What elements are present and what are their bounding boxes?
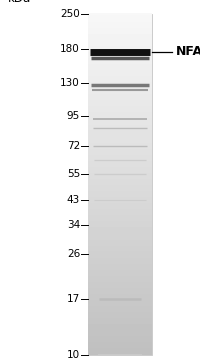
Text: NFAT5: NFAT5 [176,45,200,58]
Text: 17: 17 [67,294,80,304]
Text: 250: 250 [60,9,80,19]
Text: 95: 95 [67,111,80,121]
Text: 34: 34 [67,220,80,230]
Text: 72: 72 [67,141,80,151]
Bar [88,14,152,355]
Text: kDa: kDa [8,0,31,5]
Text: 43: 43 [67,195,80,205]
Text: 180: 180 [60,44,80,54]
Text: 55: 55 [67,169,80,179]
Text: 10: 10 [67,350,80,360]
Text: 130: 130 [60,78,80,88]
Text: 26: 26 [67,249,80,259]
